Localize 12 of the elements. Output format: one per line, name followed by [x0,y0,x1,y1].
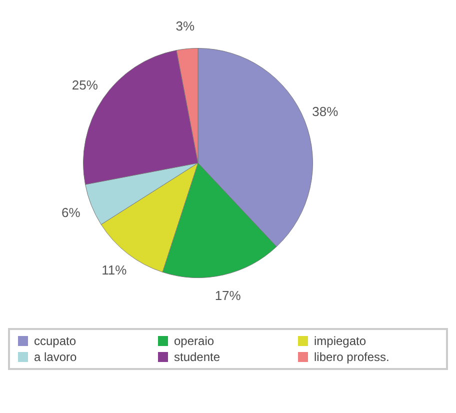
legend-label: ccupato [34,334,76,348]
data-label: 6% [61,204,81,220]
data-label: 11% [102,262,128,278]
legend-label: a lavoro [34,350,77,364]
legend-label: impiegato [314,334,366,348]
legend-label: libero profess. [314,350,390,364]
legend-label: operaio [174,334,214,348]
data-label: 17% [214,288,242,304]
data-label: 38% [312,104,339,120]
data-label: 3% [176,18,195,34]
data-label: 25% [72,78,98,93]
legend-label: studente [174,350,220,364]
